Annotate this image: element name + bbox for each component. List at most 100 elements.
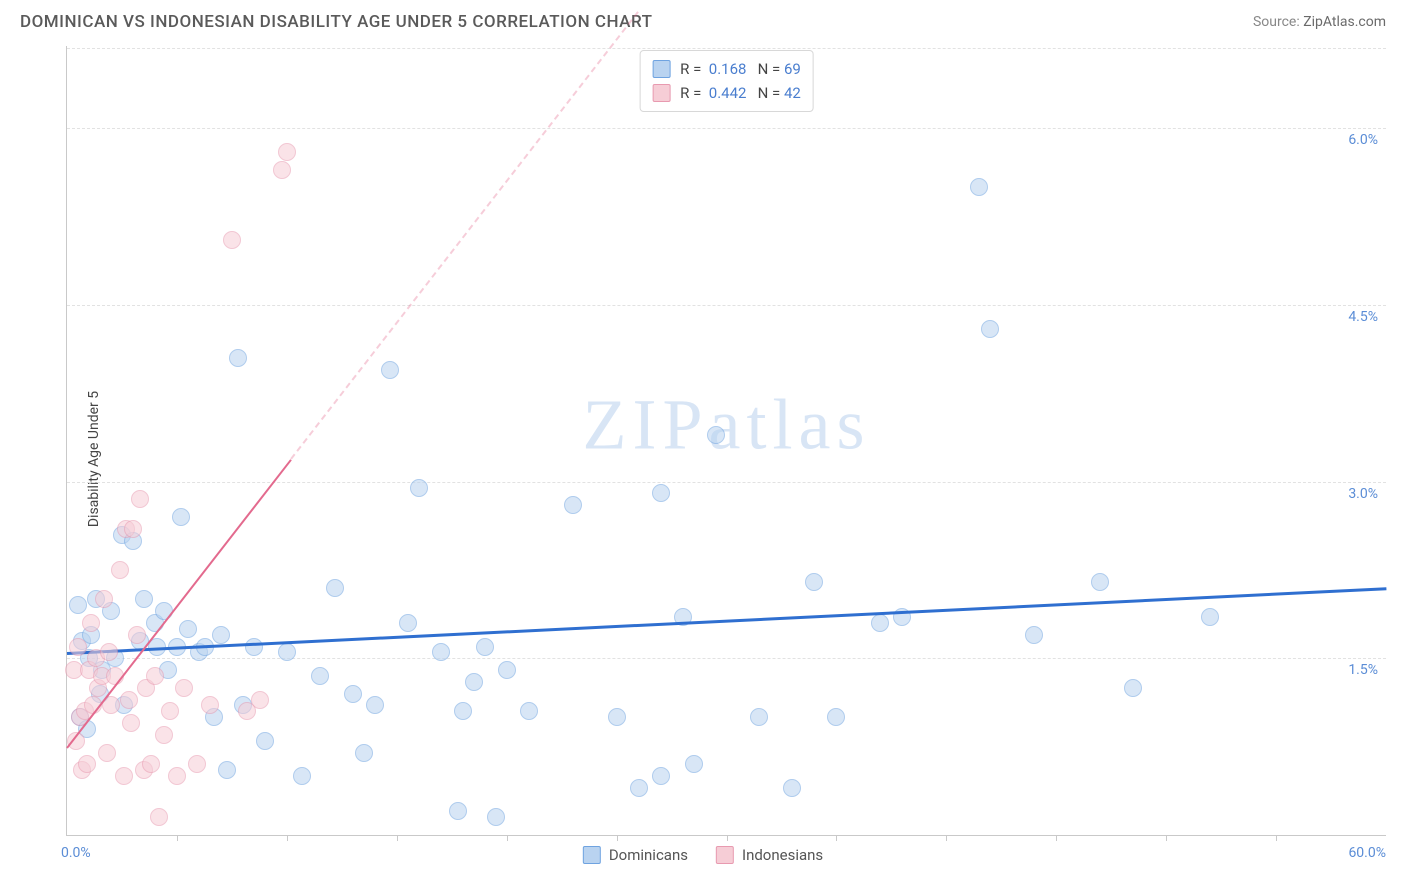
legend-item: Indonesians — [716, 846, 823, 864]
data-point — [476, 638, 494, 656]
data-point — [454, 702, 472, 720]
data-point — [179, 620, 197, 638]
trend-line — [67, 588, 1386, 656]
data-point — [201, 696, 219, 714]
data-point — [293, 767, 311, 785]
data-point — [311, 667, 329, 685]
legend-swatch — [583, 846, 601, 864]
legend-swatch — [716, 846, 734, 864]
data-point — [827, 708, 845, 726]
scatter-plot: ZIPatlas 1.5%3.0%4.5%6.0%0.0%60.0%R = 0.… — [66, 46, 1386, 836]
data-point — [82, 614, 100, 632]
data-point — [155, 726, 173, 744]
data-point — [69, 638, 87, 656]
data-point — [212, 626, 230, 644]
y-tick-label: 3.0% — [1348, 486, 1378, 502]
data-point — [652, 767, 670, 785]
data-point — [256, 732, 274, 750]
y-tick-label: 6.0% — [1348, 132, 1378, 148]
watermark: ZIPatlas — [583, 383, 871, 466]
data-point — [449, 802, 467, 820]
data-point — [326, 579, 344, 597]
x-tick — [1166, 835, 1167, 841]
trend-line — [290, 11, 639, 460]
source-link[interactable]: ZipAtlas.com — [1303, 14, 1386, 30]
data-point — [355, 744, 373, 762]
x-tick — [617, 835, 618, 841]
plot-container: Disability Age Under 5 ZIPatlas 1.5%3.0%… — [20, 46, 1386, 872]
data-point — [1124, 679, 1142, 697]
legend-swatch — [652, 60, 670, 78]
legend-swatch — [652, 84, 670, 102]
x-end-label: 60.0% — [1348, 845, 1386, 861]
data-point — [366, 696, 384, 714]
data-point — [465, 673, 483, 691]
legend-label: Dominicans — [609, 846, 688, 864]
x-tick — [507, 835, 508, 841]
data-point — [95, 590, 113, 608]
x-tick — [177, 835, 178, 841]
data-point — [630, 779, 648, 797]
data-point — [520, 702, 538, 720]
correlation-row: R = 0.168 N = 69 — [652, 57, 801, 81]
legend-label: Indonesians — [742, 846, 823, 864]
data-point — [783, 779, 801, 797]
data-point — [245, 638, 263, 656]
data-point — [1091, 573, 1109, 591]
data-point — [223, 231, 241, 249]
data-point — [1201, 608, 1219, 626]
data-point — [111, 561, 129, 579]
data-point — [120, 691, 138, 709]
data-point — [564, 496, 582, 514]
data-point — [115, 767, 133, 785]
data-point — [124, 520, 142, 538]
data-point — [750, 708, 768, 726]
x-tick — [727, 835, 728, 841]
data-point — [188, 755, 206, 773]
data-point — [707, 426, 725, 444]
data-point — [69, 596, 87, 614]
data-point — [278, 643, 296, 661]
data-point — [146, 667, 164, 685]
data-point — [805, 573, 823, 591]
data-point — [175, 679, 193, 697]
x-tick — [946, 835, 947, 841]
source-attribution: Source: ZipAtlas.com — [1253, 14, 1386, 30]
x-tick — [836, 835, 837, 841]
data-point — [399, 614, 417, 632]
data-point — [1025, 626, 1043, 644]
data-point — [381, 361, 399, 379]
x-tick — [1056, 835, 1057, 841]
grid-line — [67, 305, 1386, 306]
data-point — [251, 691, 269, 709]
grid-line — [67, 658, 1386, 659]
x-tick — [1276, 835, 1277, 841]
data-point — [131, 490, 149, 508]
data-point — [608, 708, 626, 726]
data-point — [970, 178, 988, 196]
data-point — [78, 755, 96, 773]
data-point — [100, 643, 118, 661]
data-point — [273, 161, 291, 179]
correlation-row: R = 0.442 N = 42 — [652, 81, 801, 105]
chart-title: DOMINICAN VS INDONESIAN DISABILITY AGE U… — [20, 12, 652, 32]
data-point — [871, 614, 889, 632]
data-point — [432, 643, 450, 661]
data-point — [128, 626, 146, 644]
data-point — [142, 755, 160, 773]
grid-line — [67, 48, 1386, 49]
data-point — [487, 808, 505, 826]
data-point — [218, 761, 236, 779]
grid-line — [67, 128, 1386, 129]
data-point — [98, 744, 116, 762]
data-point — [161, 702, 179, 720]
legend-item: Dominicans — [583, 846, 688, 864]
grid-line — [67, 482, 1386, 483]
correlation-legend: R = 0.168 N = 69R = 0.442 N = 42 — [639, 50, 814, 112]
data-point — [498, 661, 516, 679]
data-point — [122, 714, 140, 732]
x-tick — [397, 835, 398, 841]
data-point — [652, 484, 670, 502]
data-point — [150, 808, 168, 826]
y-tick-label: 1.5% — [1348, 662, 1378, 678]
